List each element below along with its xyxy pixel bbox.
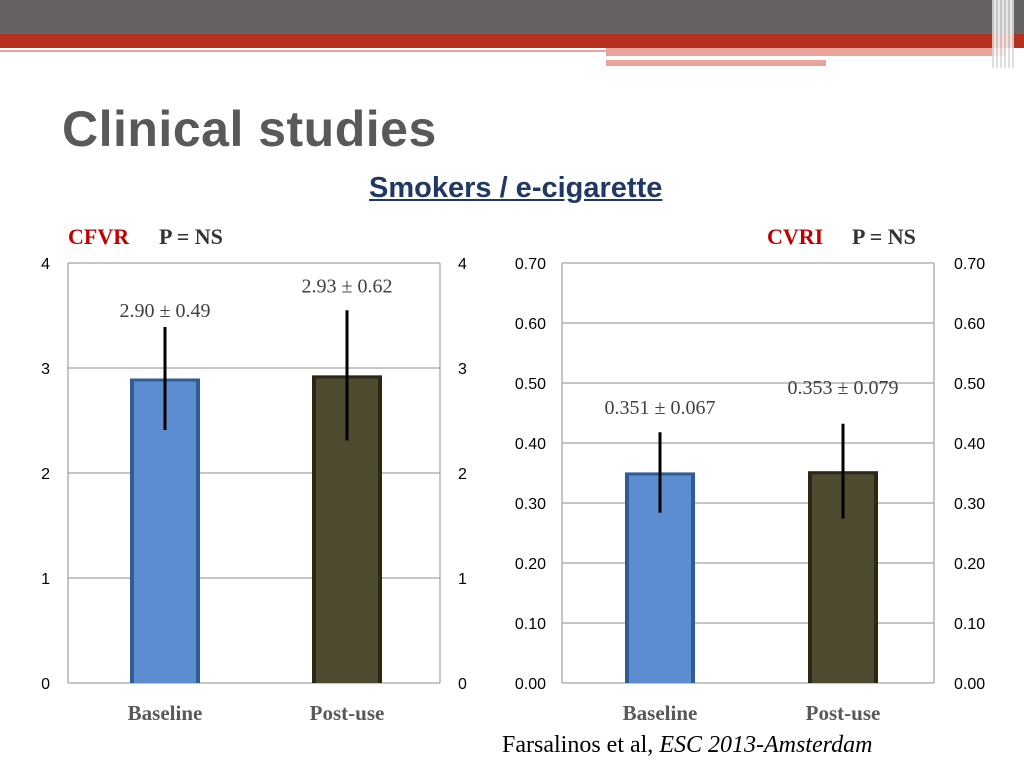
data-label-baseline: 0.351 ± 0.067 — [605, 397, 716, 419]
y-tick-label-right: 0.60 — [954, 316, 985, 333]
citation-venue: ESC 2013-Amsterdam — [659, 732, 873, 758]
category-label-post-use: Post-use — [310, 701, 385, 725]
data-label-baseline: 2.90 ± 0.49 — [120, 300, 211, 322]
y-tick-label-left: 0.50 — [515, 376, 546, 393]
cvri-chart: 0.00 0.00 0.10 0.10 0.20 0.20 0.30 0.30 0.40 0.40… — [515, 256, 985, 725]
y-tick-label-right: 0.30 — [954, 496, 985, 513]
y-tick-label-left: 0.40 — [515, 436, 546, 453]
y-tick-label-right: 2 — [458, 466, 467, 483]
y-tick-label-left: 4 — [41, 256, 50, 273]
y-tick-label-left: 0.30 — [515, 496, 546, 513]
bar-baseline — [134, 381, 196, 683]
y-tick-label-left: 1 — [41, 571, 50, 588]
cfvr-chart: 0 0 1 1 2 2 3 3 4 4 2.90 ± 0.49 Baseline 2.93 ± 0.62… — [41, 256, 467, 725]
decorative-stripes — [992, 0, 1014, 68]
category-label-baseline: Baseline — [623, 701, 698, 725]
y-tick-label-left: 0.70 — [515, 256, 546, 273]
y-tick-label-right: 0 — [458, 676, 467, 693]
data-label-post-use: 0.353 ± 0.079 — [788, 377, 899, 399]
y-tick-label-right: 1 — [458, 571, 467, 588]
y-tick-label-left: 0.20 — [515, 556, 546, 573]
y-tick-label-left: 0.00 — [515, 676, 546, 693]
y-tick-label-right: 0.00 — [954, 676, 985, 693]
accent-band — [0, 34, 1024, 48]
accent-line — [0, 50, 606, 52]
category-label-post-use: Post-use — [806, 701, 881, 725]
accent-band-secondary — [606, 48, 1006, 56]
category-label-baseline: Baseline — [128, 701, 203, 725]
y-tick-label-left: 2 — [41, 466, 50, 483]
header-bar — [0, 0, 1024, 34]
y-tick-label-right: 3 — [458, 361, 467, 378]
y-tick-label-left: 3 — [41, 361, 50, 378]
slide-subtitle: Smokers / e-cigarette — [369, 172, 663, 204]
y-tick-label-right: 0.10 — [954, 616, 985, 633]
y-tick-label-right: 0.70 — [954, 256, 985, 273]
citation-authors: Farsalinos et al, — [502, 732, 654, 758]
cfvr-label: CFVR — [68, 224, 130, 249]
y-tick-label-left: 0.60 — [515, 316, 546, 333]
slide-title: Clinical studies — [62, 101, 437, 157]
y-tick-label-right: 4 — [458, 256, 467, 273]
accent-band-tertiary — [606, 60, 826, 66]
y-tick-label-right: 0.40 — [954, 436, 985, 453]
y-tick-label-right: 0.20 — [954, 556, 985, 573]
y-tick-label-left: 0 — [41, 676, 50, 693]
cfvr-p-value: P = NS — [159, 224, 223, 249]
cvri-p-value: P = NS — [852, 224, 916, 249]
y-tick-label-right: 0.50 — [954, 376, 985, 393]
citation: Farsalinos et al, ESC 2013-Amsterdam — [502, 732, 872, 759]
cvri-label: CVRI — [767, 224, 824, 249]
data-label-post-use: 2.93 ± 0.62 — [302, 275, 393, 297]
y-tick-label-left: 0.10 — [515, 616, 546, 633]
